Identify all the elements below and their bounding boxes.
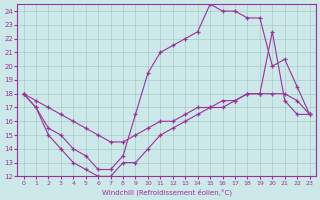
X-axis label: Windchill (Refroidissement éolien,°C): Windchill (Refroidissement éolien,°C) xyxy=(101,188,232,196)
